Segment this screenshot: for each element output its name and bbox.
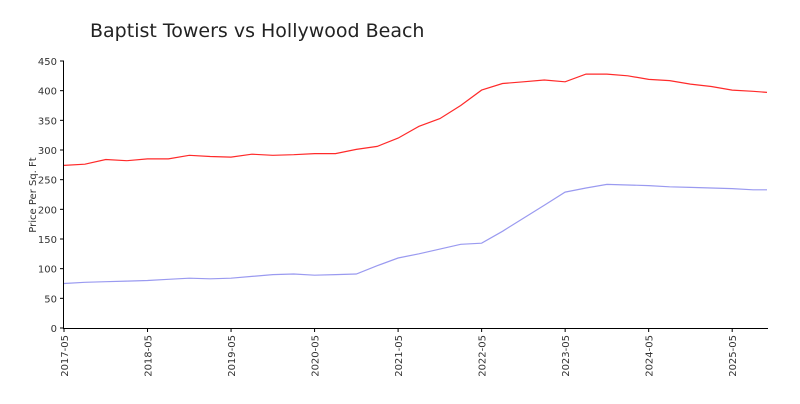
x-tick-label: 2025-05 <box>728 335 739 377</box>
x-tick-label: 2018-05 <box>144 335 155 377</box>
chart-title: Baptist Towers vs Hollywood Beach <box>90 20 424 42</box>
x-tick-label: 2022-05 <box>478 335 489 377</box>
series-line <box>63 73 768 166</box>
x-tick-label: 2023-05 <box>561 335 572 377</box>
x-tick-label: 2017-05 <box>60 335 71 377</box>
y-tick-label: 400 <box>38 87 57 98</box>
y-tick-label: 50 <box>44 294 57 305</box>
x-tick-label: 2020-05 <box>311 335 322 377</box>
y-tick-label: 200 <box>38 205 57 216</box>
y-tick-label: 0 <box>51 324 57 335</box>
y-tick-label: 150 <box>38 235 57 246</box>
y-axis-label: Price Per Sq. Ft <box>28 157 39 232</box>
y-tick-label: 250 <box>38 176 57 187</box>
x-tick-label: 2024-05 <box>645 335 656 377</box>
y-tick-label: 450 <box>38 57 57 68</box>
y-tick-label: 100 <box>38 265 57 276</box>
x-tick-label: 2019-05 <box>227 335 238 377</box>
x-tick-label: 2021-05 <box>394 335 405 377</box>
y-tick-label: 300 <box>38 146 57 157</box>
series-line <box>63 183 767 285</box>
y-tick-label: 350 <box>38 116 57 127</box>
